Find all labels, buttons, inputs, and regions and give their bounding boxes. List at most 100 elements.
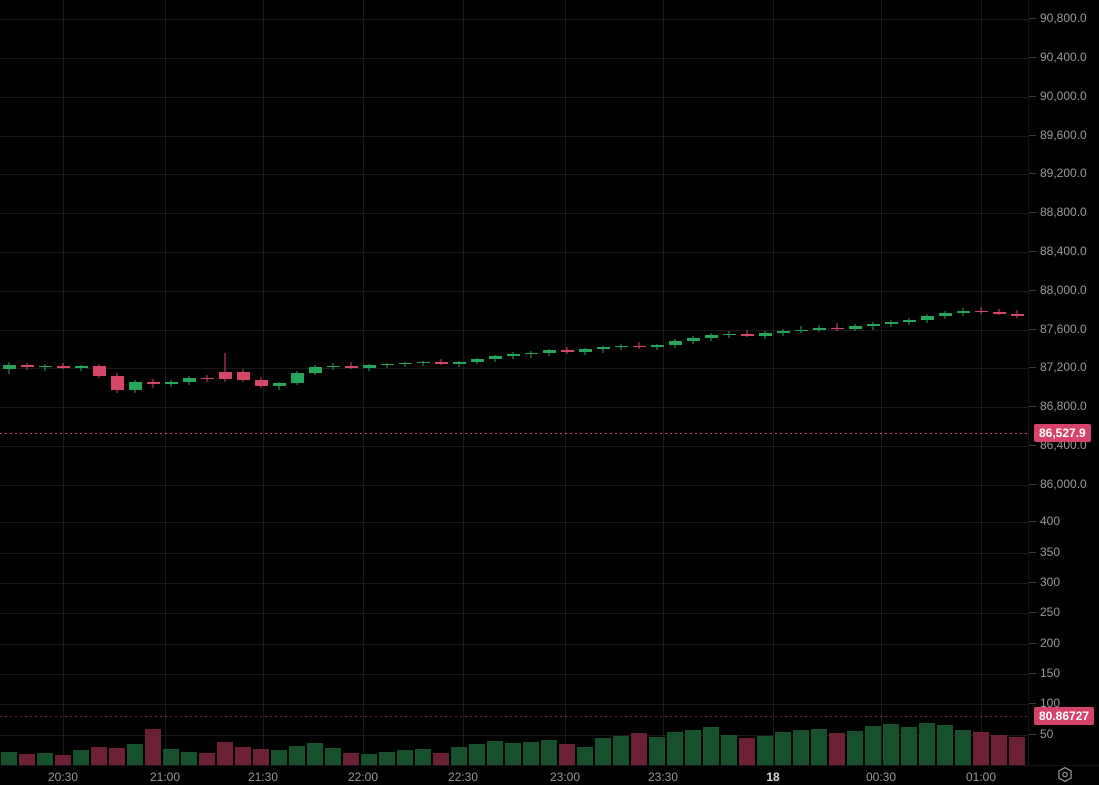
candle-body <box>308 366 322 374</box>
price-axis-tick-label: 89,200.0 <box>1040 166 1087 181</box>
volume-axis-tick-label: 300 <box>1040 574 1061 589</box>
gridline-horizontal <box>0 407 1028 408</box>
volume-axis-tick-label: 50 <box>1040 726 1054 741</box>
time-axis-label: 20:30 <box>47 770 79 784</box>
volume-bar <box>181 751 197 765</box>
candlestick <box>758 0 772 504</box>
gridline-horizontal <box>0 58 1028 59</box>
candle-body <box>20 365 34 368</box>
candle-body <box>632 346 646 347</box>
candle-body <box>434 362 448 364</box>
candle-body <box>722 333 736 336</box>
price-axis[interactable]: 90,800.0 90,400.0 90,000.0 89,600.0 89,200.0… <box>1028 0 1099 785</box>
gridline-horizontal <box>0 644 1028 645</box>
volume-axis-tick-label: 150 <box>1040 665 1061 680</box>
price-pane[interactable] <box>0 0 1028 504</box>
candle-body <box>38 365 52 368</box>
candlestick <box>1010 0 1024 504</box>
candlestick <box>2 0 16 504</box>
volume-bar <box>973 732 989 765</box>
time-axis-label: 23:30 <box>647 770 679 784</box>
candlestick <box>740 0 754 504</box>
volume-bar <box>649 737 665 765</box>
candlestick <box>38 0 52 504</box>
candlestick <box>308 0 322 504</box>
axis-tick-dash <box>1029 406 1036 408</box>
price-axis-tick-label: 90,800.0 <box>1040 11 1087 26</box>
candlestick <box>668 0 682 504</box>
price-axis-tick-label: 87,600.0 <box>1040 321 1087 336</box>
candle-body <box>920 315 934 320</box>
volume-bar <box>937 724 953 765</box>
gridline-horizontal <box>0 174 1028 175</box>
volume-bar <box>559 743 575 765</box>
volume-bar <box>901 727 917 765</box>
candle-body <box>236 372 250 380</box>
volume-bar <box>73 750 89 765</box>
volume-bar <box>847 731 863 765</box>
candlestick <box>362 0 376 504</box>
candlestick <box>812 0 826 504</box>
candle-wick <box>386 362 388 369</box>
candle-body <box>110 376 124 390</box>
axis-tick-dash <box>1029 328 1036 330</box>
candle-wick <box>224 352 226 382</box>
volume-bar <box>1009 737 1025 765</box>
candle-body <box>848 326 862 329</box>
gridline-vertical <box>165 0 166 504</box>
price-axis-tick-label: 88,400.0 <box>1040 244 1087 258</box>
volume-bar <box>631 733 647 765</box>
candlestick <box>146 0 160 504</box>
candle-body <box>758 333 772 337</box>
candlestick <box>794 0 808 504</box>
axis-tick-dash <box>1029 581 1036 583</box>
candlestick <box>920 0 934 504</box>
time-axis[interactable]: 20:30 21:00 21:30 22:00 22:30 23:00 23:30 18 00:… <box>0 765 1099 785</box>
gridline-horizontal <box>0 485 1028 486</box>
candlestick <box>488 0 502 504</box>
axis-tick-dash <box>1029 703 1036 705</box>
volume-bar <box>19 754 35 765</box>
candle-body <box>74 366 88 368</box>
gridline-vertical <box>363 0 364 504</box>
candlestick <box>938 0 952 504</box>
candle-wick <box>80 364 82 371</box>
candle-body <box>254 379 268 387</box>
candle-body <box>344 365 358 368</box>
candle-body <box>560 350 574 352</box>
candle-body <box>452 362 466 364</box>
axis-tick-dash <box>1029 642 1036 644</box>
volume-bar <box>451 746 467 765</box>
candlestick <box>290 0 304 504</box>
candle-body <box>794 329 808 331</box>
volume-bar <box>955 729 971 765</box>
gridline-vertical <box>63 504 64 765</box>
volume-bar <box>307 743 323 765</box>
gear-icon[interactable] <box>1056 766 1074 784</box>
price-axis-tick-label: 88,000.0 <box>1040 282 1087 297</box>
gridline-vertical <box>363 504 364 765</box>
candlestick <box>416 0 430 504</box>
last-volume-badge: 80.86727 <box>1034 706 1095 725</box>
candle-body <box>2 365 16 370</box>
axis-tick-dash <box>1029 289 1036 291</box>
gridline-horizontal <box>0 368 1028 369</box>
candle-body <box>380 364 394 366</box>
candle-wick <box>836 323 838 331</box>
gridline-horizontal <box>0 330 1028 331</box>
gridline-vertical <box>565 504 566 765</box>
gridline-vertical <box>773 504 774 765</box>
candle-body <box>290 373 304 383</box>
price-axis-tick-label: 88,800.0 <box>1040 205 1087 220</box>
volume-bar <box>127 744 143 765</box>
time-axis-label: 22:30 <box>447 770 479 784</box>
volume-bar <box>433 752 449 765</box>
volume-pane[interactable] <box>0 504 1028 765</box>
candlestick <box>344 0 358 504</box>
candle-body <box>596 347 610 350</box>
gridline-horizontal <box>0 553 1028 554</box>
candle-body <box>218 372 232 379</box>
candlestick <box>182 0 196 504</box>
axis-tick-dash <box>1029 134 1036 136</box>
